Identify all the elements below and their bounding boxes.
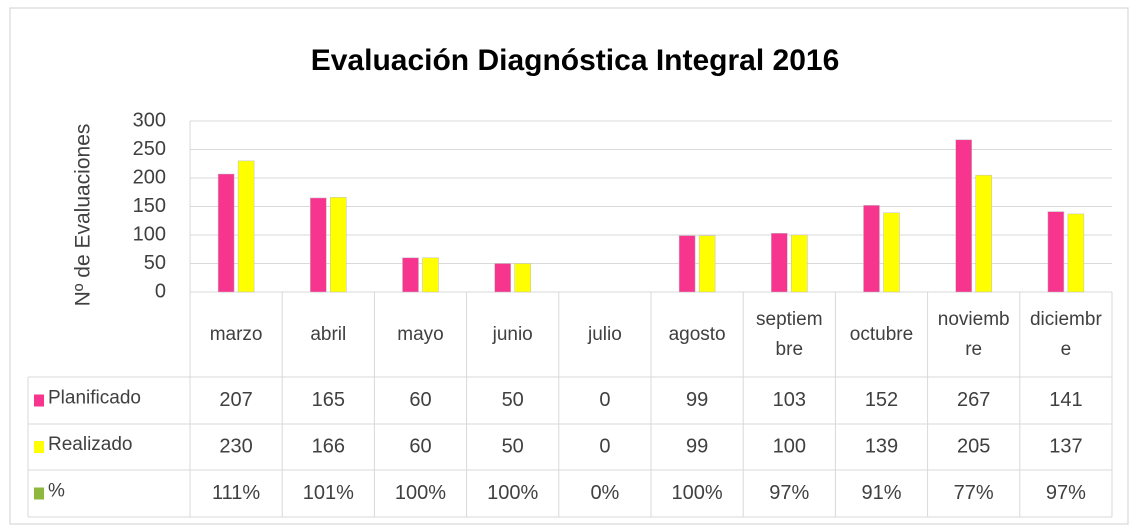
x-tick-label: mayo	[397, 323, 444, 345]
x-tick-label: junio	[492, 323, 533, 345]
bar	[698, 235, 716, 293]
bar	[955, 139, 972, 293]
table-value: 60	[409, 389, 431, 411]
y-tick-label: 0	[155, 280, 166, 302]
bar	[422, 257, 439, 293]
x-tick-cell: abril	[310, 323, 347, 345]
x-tick-label: diciembre	[1029, 308, 1102, 360]
table-value: 97%	[1046, 482, 1086, 504]
table-value: 100	[773, 435, 806, 457]
x-tick-cell: junio	[492, 323, 533, 345]
bar	[1067, 213, 1085, 293]
table-value: 0	[599, 435, 610, 457]
y-tick-label: 300	[133, 109, 166, 131]
table-value: 99	[686, 389, 708, 411]
x-tick-label: julio	[587, 323, 622, 345]
chart-frame	[9, 7, 1129, 525]
x-tick-cell: marzo	[209, 323, 263, 345]
x-tick-cell: noviembre	[937, 308, 1010, 360]
x-tick-label: septiembre	[756, 308, 823, 360]
table-value: 166	[312, 435, 345, 457]
bar	[883, 212, 900, 293]
table-value: 205	[957, 435, 990, 457]
chart-title: Evaluación Diagnóstica Integral 2016	[311, 44, 840, 77]
x-tick-label: noviembre	[937, 308, 1010, 360]
table-value: 100%	[672, 482, 723, 504]
table-value: 50	[502, 435, 524, 457]
bar	[237, 160, 255, 293]
table-value: 101%	[303, 482, 354, 504]
legend-label: Realizado	[48, 434, 133, 455]
x-tick-label: agosto	[668, 323, 726, 345]
y-tick-label: 250	[133, 138, 166, 160]
legend-label: Planificado	[48, 388, 141, 409]
y-tick-label: 150	[133, 195, 166, 217]
table-value: 99	[686, 435, 708, 457]
table-value: 152	[865, 389, 898, 411]
bar	[1047, 211, 1065, 293]
bar	[863, 205, 880, 293]
x-tick-label: octubre	[849, 323, 914, 345]
table-value: 141	[1049, 389, 1082, 411]
x-tick-label: marzo	[209, 323, 263, 345]
x-tick-cell: mayo	[397, 323, 444, 345]
bar	[217, 173, 235, 293]
bar	[330, 197, 347, 293]
legend-swatch	[34, 394, 44, 407]
table-value: 139	[865, 435, 898, 457]
table-value: 100%	[487, 482, 538, 504]
bar	[514, 263, 531, 293]
table-value: 0	[599, 389, 610, 411]
legend-label: %	[48, 481, 65, 502]
legend-swatch	[34, 441, 44, 453]
table-value: 165	[312, 389, 345, 411]
table-value: 100%	[395, 482, 446, 504]
x-tick-cell: octubre	[849, 323, 914, 345]
y-tick-label: 200	[133, 166, 166, 188]
table-value: 111%	[212, 482, 260, 504]
table-value: 207	[219, 389, 252, 411]
table-value: 97%	[769, 482, 809, 504]
x-tick-cell: agosto	[668, 323, 726, 345]
legend-swatch	[34, 487, 44, 500]
bar	[791, 234, 808, 293]
table-value: 50	[502, 389, 524, 411]
bar	[494, 263, 511, 293]
table-value: 267	[957, 389, 990, 411]
table-value: 60	[409, 435, 431, 457]
y-tick-label: 100	[133, 223, 166, 245]
table-value: 77%	[954, 482, 994, 504]
y-tick-label: 50	[144, 252, 166, 274]
bar	[402, 257, 419, 293]
table-value: 91%	[861, 482, 901, 504]
bar	[310, 197, 327, 293]
bar	[975, 174, 992, 293]
y-axis-label: Nº de Evaluaciones	[72, 124, 95, 307]
x-tick-cell: diciembre	[1029, 308, 1102, 360]
x-tick-cell: julio	[587, 323, 622, 345]
x-tick-label: abril	[310, 323, 347, 345]
table-value: 137	[1049, 435, 1082, 457]
x-tick-cell: septiembre	[756, 308, 823, 360]
table-value: 103	[773, 389, 806, 411]
bar	[678, 235, 696, 293]
table-value: 0%	[590, 482, 619, 504]
table-value: 230	[219, 435, 252, 457]
bar	[771, 233, 788, 293]
